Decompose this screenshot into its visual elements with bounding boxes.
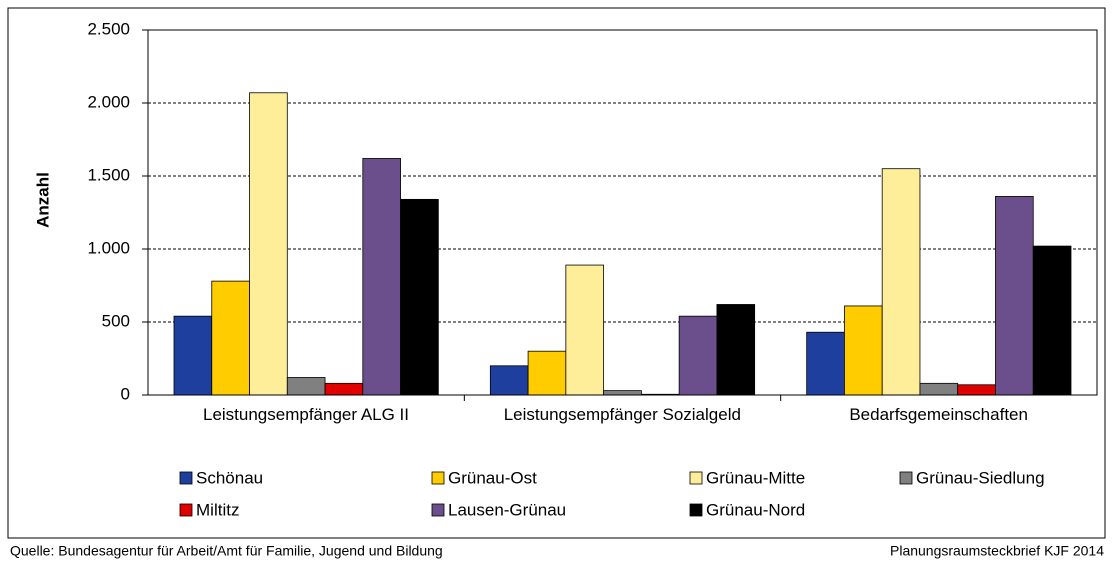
legend-swatch bbox=[179, 471, 193, 485]
bar bbox=[362, 158, 401, 396]
bar bbox=[678, 315, 718, 396]
legend-swatch bbox=[431, 503, 445, 517]
y-tick-label: 1.000 bbox=[87, 238, 130, 257]
legend-label: Schönau bbox=[196, 468, 263, 487]
y-axis-label: Anzahl bbox=[33, 172, 52, 228]
y-tick-label: 0 bbox=[121, 384, 130, 403]
bar bbox=[249, 92, 288, 396]
x-tick-label: Leistungsempfänger Sozialgeld bbox=[503, 405, 741, 424]
bar bbox=[919, 382, 959, 396]
bar bbox=[957, 384, 996, 396]
bar bbox=[173, 315, 213, 396]
legend-label: Lausen-Grünau bbox=[448, 500, 566, 519]
bar bbox=[1032, 245, 1072, 396]
bar bbox=[881, 168, 921, 396]
note: Planungsraumsteckbrief KJF 2014 bbox=[890, 543, 1104, 559]
bar bbox=[844, 305, 883, 396]
legend-swatch bbox=[899, 471, 913, 485]
bar bbox=[400, 198, 439, 396]
legend-swatch bbox=[179, 503, 193, 517]
bar bbox=[286, 377, 326, 396]
bar bbox=[565, 264, 605, 396]
bar bbox=[489, 365, 529, 396]
bar bbox=[995, 196, 1034, 396]
bar bbox=[806, 331, 845, 396]
x-tick-label: Leistungsempfänger ALG II bbox=[202, 405, 410, 424]
legend-swatch bbox=[431, 471, 445, 485]
chart-frame bbox=[7, 7, 1106, 539]
y-tick-label: 500 bbox=[102, 311, 130, 330]
legend-swatch bbox=[689, 471, 703, 485]
y-tick-label: 1.500 bbox=[87, 165, 130, 184]
legend-label: Grünau-Siedlung bbox=[916, 468, 1045, 487]
legend-swatch bbox=[689, 503, 703, 517]
source: Quelle: Bundesagentur für Arbeit/Amt für… bbox=[10, 543, 443, 559]
bar bbox=[324, 382, 364, 396]
bar bbox=[527, 350, 567, 396]
legend-label: Grünau-Mitte bbox=[706, 468, 805, 487]
legend-label: Miltitz bbox=[196, 500, 239, 519]
bar bbox=[603, 390, 642, 396]
legend-label: Grünau-Ost bbox=[448, 468, 537, 487]
bar bbox=[211, 280, 250, 396]
plot-frame bbox=[147, 29, 1098, 396]
x-tick-label: Bedarfsgemeinschaften bbox=[849, 405, 1028, 424]
legend-label: Grünau-Nord bbox=[706, 500, 805, 519]
bar bbox=[716, 304, 756, 396]
y-tick-label: 2.500 bbox=[87, 19, 130, 38]
y-tick-label: 2.000 bbox=[87, 92, 130, 111]
